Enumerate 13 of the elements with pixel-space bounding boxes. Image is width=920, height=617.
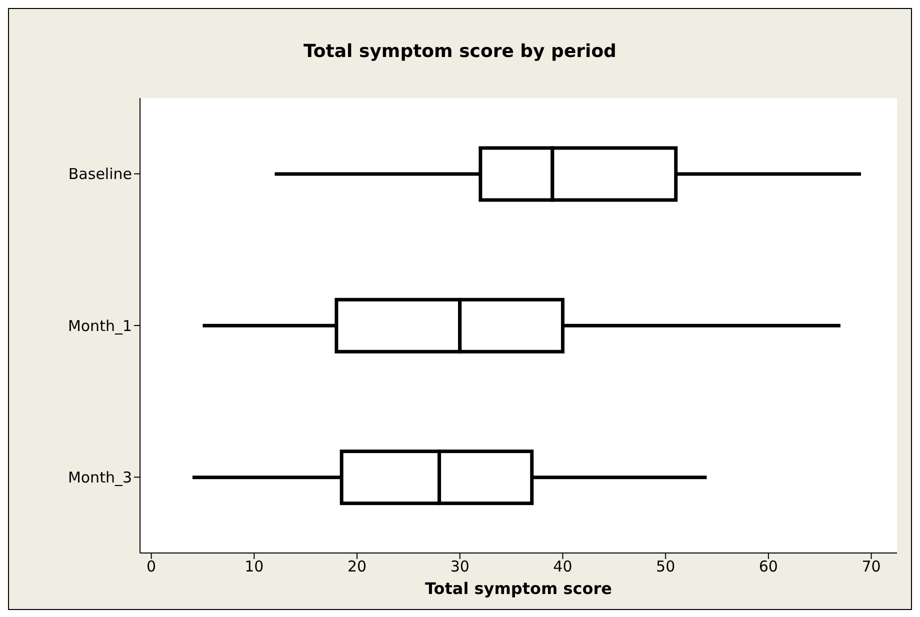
x-tick-label: 60 <box>758 558 778 576</box>
chart-title: Total symptom score by period <box>302 41 618 62</box>
x-axis-title: Total symptom score <box>424 579 613 598</box>
x-tick-label: 40 <box>553 558 572 576</box>
y-tick-label: Month_1 <box>68 316 132 335</box>
y-tick-label: Baseline <box>68 165 132 184</box>
x-tick-label: 10 <box>244 558 264 576</box>
x-tick-label: 0 <box>146 558 156 576</box>
x-tick-label: 50 <box>656 558 676 576</box>
x-tick-label: 30 <box>450 558 470 576</box>
y-tick-label: Month_3 <box>68 468 132 486</box>
x-tick-label: 70 <box>862 558 881 576</box>
x-tick-label: 20 <box>347 558 367 576</box>
